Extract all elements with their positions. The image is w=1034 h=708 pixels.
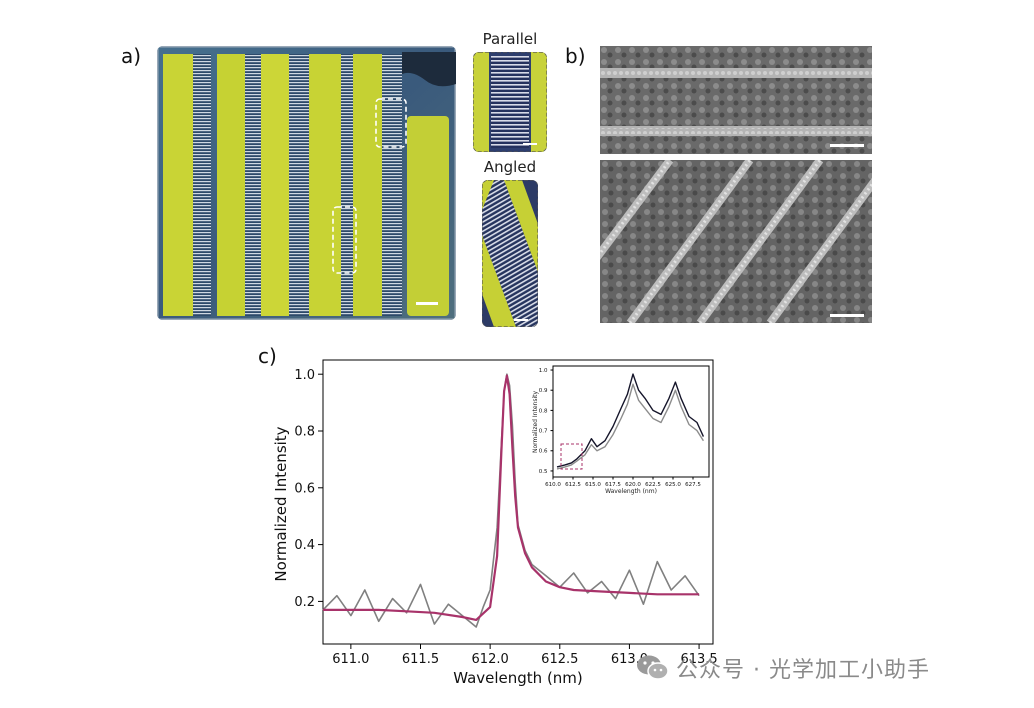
inset-x-tick-label: 622.5 — [645, 482, 661, 488]
angled-caption: Angled — [483, 158, 537, 176]
optical-micrograph — [157, 46, 456, 320]
inset-x-tick-label: 612.5 — [565, 482, 581, 488]
y-tick-label: 0.2 — [294, 595, 315, 610]
inset-y-tick-label: 0.9 — [539, 388, 548, 394]
x-tick-label: 611.0 — [332, 652, 369, 667]
sem-image-angled — [576, 157, 894, 326]
angled-inset-image — [482, 180, 538, 327]
x-axis-label: Wavelength (nm) — [453, 669, 583, 687]
watermark-text: 公众号 · 光学加工小助手 — [676, 658, 930, 683]
y-tick-label: 0.4 — [294, 538, 315, 553]
y-tick-label: 1.0 — [294, 368, 315, 383]
inset-x-tick-label: 620.0 — [625, 482, 641, 488]
parallel-inset-image — [473, 52, 547, 152]
wechat-icon — [637, 655, 669, 680]
inset-y-tick-label: 0.7 — [539, 429, 548, 435]
series-line-1 — [323, 374, 700, 621]
x-tick-label: 613.5 — [680, 652, 717, 667]
plot-frame — [322, 359, 714, 645]
sem-image-parallel — [600, 46, 872, 154]
inset-y-tick-label: 0.6 — [539, 449, 548, 455]
inset-x-axis-label: Wavelength (nm) — [605, 488, 657, 495]
watermark: 公众号 · 光学加工小助手 — [636, 653, 930, 683]
parallel-caption: Parallel — [482, 30, 538, 48]
inset-y-tick-label: 0.5 — [539, 469, 548, 475]
panel-label-b: b) — [565, 44, 586, 68]
inset-series-line-1 — [556, 383, 704, 470]
panel-label-c: c) — [258, 344, 277, 368]
inset-y-tick-label: 0.8 — [539, 408, 548, 414]
inset-x-tick-label: 625.0 — [665, 482, 681, 488]
inset-x-tick-label: 615.0 — [585, 482, 601, 488]
x-tick-label: 612.0 — [472, 652, 509, 667]
inset-x-tick-label: 617.5 — [605, 482, 621, 488]
y-tick-label: 0.8 — [294, 425, 315, 440]
inset-x-tick-label: 627.5 — [685, 482, 701, 488]
panel-label-a: a) — [121, 44, 142, 68]
inset-series-line-0 — [556, 373, 705, 468]
x-tick-label: 611.5 — [402, 652, 439, 667]
y-tick-label: 0.6 — [294, 481, 315, 496]
inset-y-axis-label: Normalized Intensity — [532, 391, 539, 453]
inset-y-tick-label: 1.0 — [539, 368, 548, 374]
y-axis-label: Normalized Intensity — [272, 426, 290, 581]
inset-x-tick-label: 610.0 — [545, 482, 561, 488]
inset-zoom-box — [560, 443, 583, 470]
x-tick-label: 612.5 — [541, 652, 578, 667]
